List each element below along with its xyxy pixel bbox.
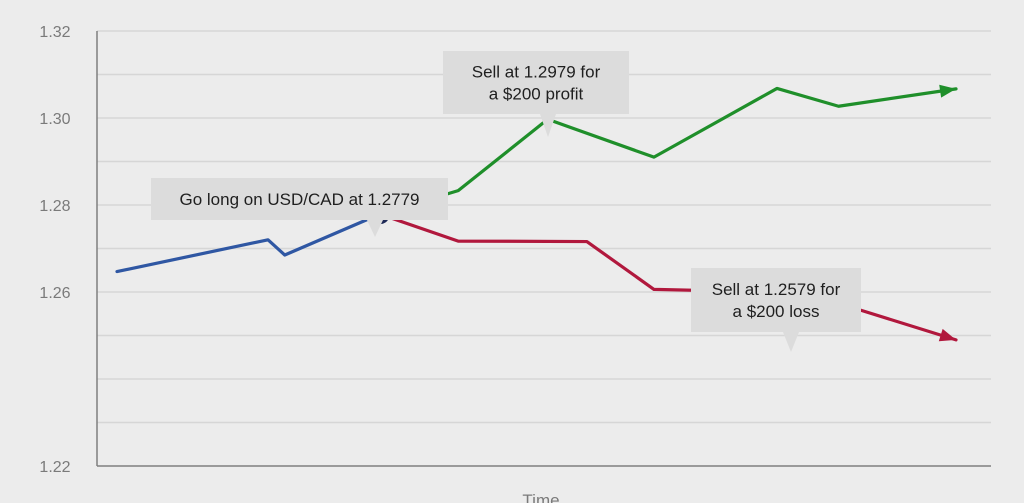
callout-text: Sell at 1.2579 for bbox=[712, 280, 841, 299]
callouts: Go long on USD/CAD at 1.2779 Sell at 1.29… bbox=[151, 51, 861, 352]
x-axis-label: Time bbox=[522, 491, 559, 503]
callout-profit: Sell at 1.2979 for a $200 profit bbox=[443, 51, 629, 137]
callout-text: a $200 profit bbox=[489, 85, 584, 104]
series-line-entry bbox=[115, 212, 382, 274]
callout-loss: Sell at 1.2579 for a $200 loss bbox=[691, 268, 861, 352]
axes bbox=[96, 31, 991, 467]
grid-lines bbox=[97, 30, 991, 424]
callout-pointer bbox=[540, 114, 556, 137]
y-tick-labels: 1.32 1.30 1.28 1.26 1.22 bbox=[39, 24, 70, 476]
y-tick-label: 1.22 bbox=[39, 459, 70, 476]
callout-box bbox=[151, 178, 448, 220]
callout-pointer bbox=[783, 332, 799, 352]
arrowhead-profit bbox=[939, 84, 956, 98]
y-tick-label: 1.28 bbox=[39, 198, 70, 215]
series-line-profit bbox=[378, 86, 958, 216]
callout-text: Sell at 1.2979 for bbox=[472, 63, 601, 82]
y-tick-label: 1.30 bbox=[39, 111, 70, 128]
callout-box bbox=[691, 268, 861, 332]
callout-entry: Go long on USD/CAD at 1.2779 bbox=[151, 178, 448, 237]
y-tick-label: 1.32 bbox=[39, 24, 70, 41]
callout-text: a $200 loss bbox=[733, 302, 820, 321]
callout-pointer bbox=[367, 220, 383, 237]
callout-box bbox=[443, 51, 629, 114]
y-tick-label: 1.26 bbox=[39, 285, 70, 302]
arrowhead-loss bbox=[938, 328, 956, 342]
callout-text: Go long on USD/CAD at 1.2779 bbox=[179, 190, 419, 209]
